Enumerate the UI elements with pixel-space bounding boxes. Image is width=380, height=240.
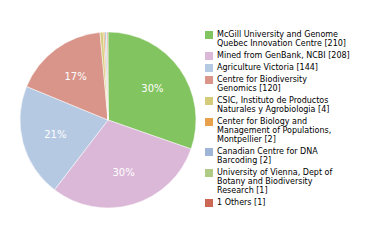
svg-text:21%: 21%	[44, 129, 66, 140]
html-text:Canadian Centre for DNA Barcod: Canadian Centre for DNA Barcoding [2]	[217, 147, 318, 165]
html-text:University of Vienna, Dept of: University of Vienna, Dept of Botany and…	[217, 168, 333, 195]
svg-text:30%: 30%	[141, 83, 163, 94]
svg-text:30%: 30%	[113, 167, 135, 178]
html-text:Agriculture Victoria [144]: Agriculture Victoria [144]	[217, 63, 318, 72]
html-text:1 Others [1]: 1 Others [1]	[217, 198, 266, 207]
html-text:CSIC, Instituto de Productos N: CSIC, Instituto de Productos Naturales y…	[217, 96, 330, 114]
svg-text:17%: 17%	[64, 71, 86, 82]
html-text:McGill University and Genome Q: McGill University and Genome Quebec Inno…	[217, 30, 346, 48]
html-text:Center for Biology and Managem: Center for Biology and Management of Pop…	[217, 117, 332, 144]
html-text:Mined from GenBank, NCBI [208]: Mined from GenBank, NCBI [208]	[217, 51, 350, 60]
html-text:Centre for Biodiversity Genomi: Centre for Biodiversity Genomics [120]	[217, 75, 307, 93]
